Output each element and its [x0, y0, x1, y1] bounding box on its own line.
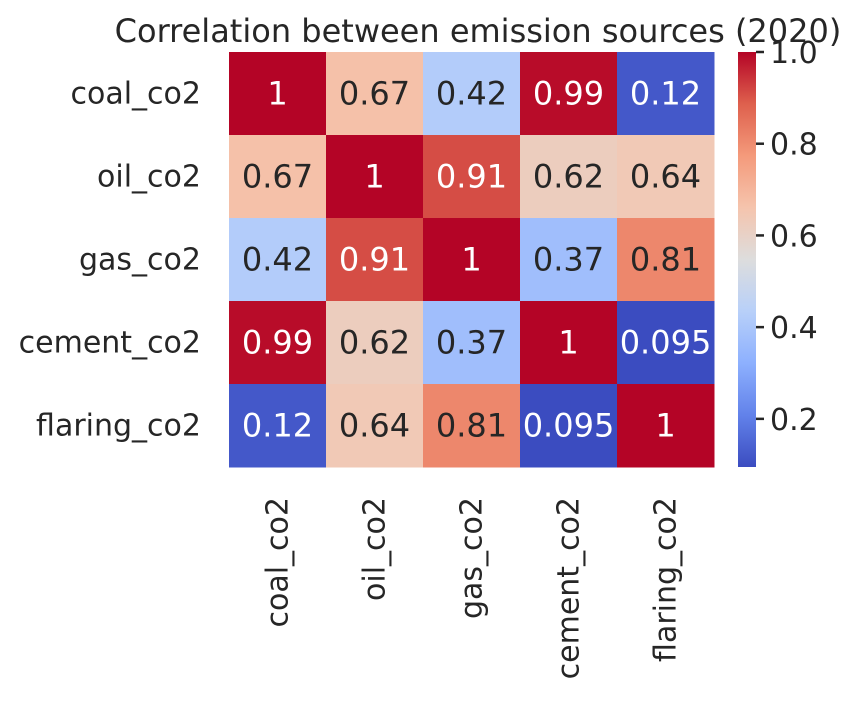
chart-title: Correlation between emission sources (20… — [115, 12, 842, 50]
heatmap-cell — [326, 301, 424, 385]
heatmap-cell — [229, 301, 327, 385]
heatmap-cell — [229, 52, 327, 136]
cell-value-label: 0.67 — [242, 158, 313, 196]
heatmap-cell — [423, 301, 521, 385]
cell-value-label: 0.37 — [533, 241, 604, 279]
row-tick-labels: coal_co2 oil_co2 gas_co2 cement_co2 flaring_… — [19, 77, 201, 444]
cell-value-label: 0.64 — [630, 158, 701, 196]
column-tick-labels: coal_co2 oil_co2 gas_co2 cement_co2 flaring_… — [261, 497, 684, 679]
heatmap-cell — [326, 135, 424, 219]
cell-value-label: 1 — [267, 75, 287, 113]
cell-value-label: 0.99 — [242, 324, 313, 362]
heatmap-cell — [326, 52, 424, 136]
colorbar-tick-label: 0.8 — [770, 128, 818, 163]
heatmap-cells: 1 0.67 0.42 0.99 0.12 0.67 1 0.91 0.62 0.64 0.42 0.… — [229, 52, 715, 468]
row-tick-label: oil_co2 — [97, 160, 201, 195]
column-tick-label: gas_co2 — [455, 497, 490, 619]
cell-value-label: 1 — [655, 407, 675, 445]
heatmap-cell — [520, 218, 618, 302]
colorbar: 0.2 0.4 0.6 0.8 1.0 — [738, 36, 818, 467]
heatmap-cell — [423, 218, 521, 302]
cell-value-label: 0.62 — [339, 324, 410, 362]
row-tick-label: cement_co2 — [19, 326, 201, 361]
cell-value-label: 0.42 — [242, 241, 313, 279]
cell-value-label: 0.91 — [339, 241, 410, 279]
heatmap-cell — [423, 52, 521, 136]
cell-value-label: 0.095 — [620, 324, 712, 362]
heatmap-cell — [229, 218, 327, 302]
cell-value-label: 0.81 — [630, 241, 701, 279]
colorbar-tick-label: 0.2 — [770, 403, 818, 438]
heatmap-cell — [520, 384, 618, 468]
heatmap-cell — [617, 384, 715, 468]
column-tick-label: flaring_co2 — [649, 497, 684, 662]
heatmap-cell — [229, 384, 327, 468]
heatmap-cell — [520, 301, 618, 385]
cell-value-label: 0.62 — [533, 158, 604, 196]
heatmap-cell — [617, 52, 715, 136]
column-tick-label: cement_co2 — [552, 497, 587, 679]
cell-value-label: 0.67 — [339, 75, 410, 113]
cell-value-label: 0.095 — [523, 407, 615, 445]
heatmap-cell — [617, 135, 715, 219]
cell-value-label: 0.12 — [242, 407, 313, 445]
heatmap-cell — [423, 135, 521, 219]
cell-value-label: 0.91 — [436, 158, 507, 196]
cell-value-label: 0.37 — [436, 324, 507, 362]
heatmap-cell — [229, 135, 327, 219]
colorbar-gradient — [738, 52, 756, 467]
column-tick-label: coal_co2 — [261, 497, 296, 628]
row-tick-label: coal_co2 — [70, 77, 201, 112]
cell-value-label: 0.81 — [436, 407, 507, 445]
heatmap-cell — [326, 218, 424, 302]
heatmap-cell — [520, 52, 618, 136]
colorbar-tick-label: 0.4 — [770, 311, 818, 346]
row-tick-label: flaring_co2 — [36, 409, 201, 444]
row-tick-label: gas_co2 — [79, 243, 201, 278]
cell-value-label: 0.64 — [339, 407, 410, 445]
cell-value-label: 0.12 — [630, 75, 701, 113]
cell-value-label: 1 — [558, 324, 578, 362]
column-tick-label: oil_co2 — [358, 497, 393, 601]
cell-value-label: 1 — [364, 158, 384, 196]
heatmap-cell — [326, 384, 424, 468]
heatmap-cell — [617, 301, 715, 385]
colorbar-tick-label: 0.6 — [770, 219, 818, 254]
cell-value-label: 1 — [461, 241, 481, 279]
heatmap-cell — [520, 135, 618, 219]
heatmap-cell — [423, 384, 521, 468]
colorbar-tick-label: 1.0 — [770, 36, 818, 71]
cell-value-label: 0.99 — [533, 75, 604, 113]
cell-value-label: 0.42 — [436, 75, 507, 113]
heatmap-cell — [617, 218, 715, 302]
